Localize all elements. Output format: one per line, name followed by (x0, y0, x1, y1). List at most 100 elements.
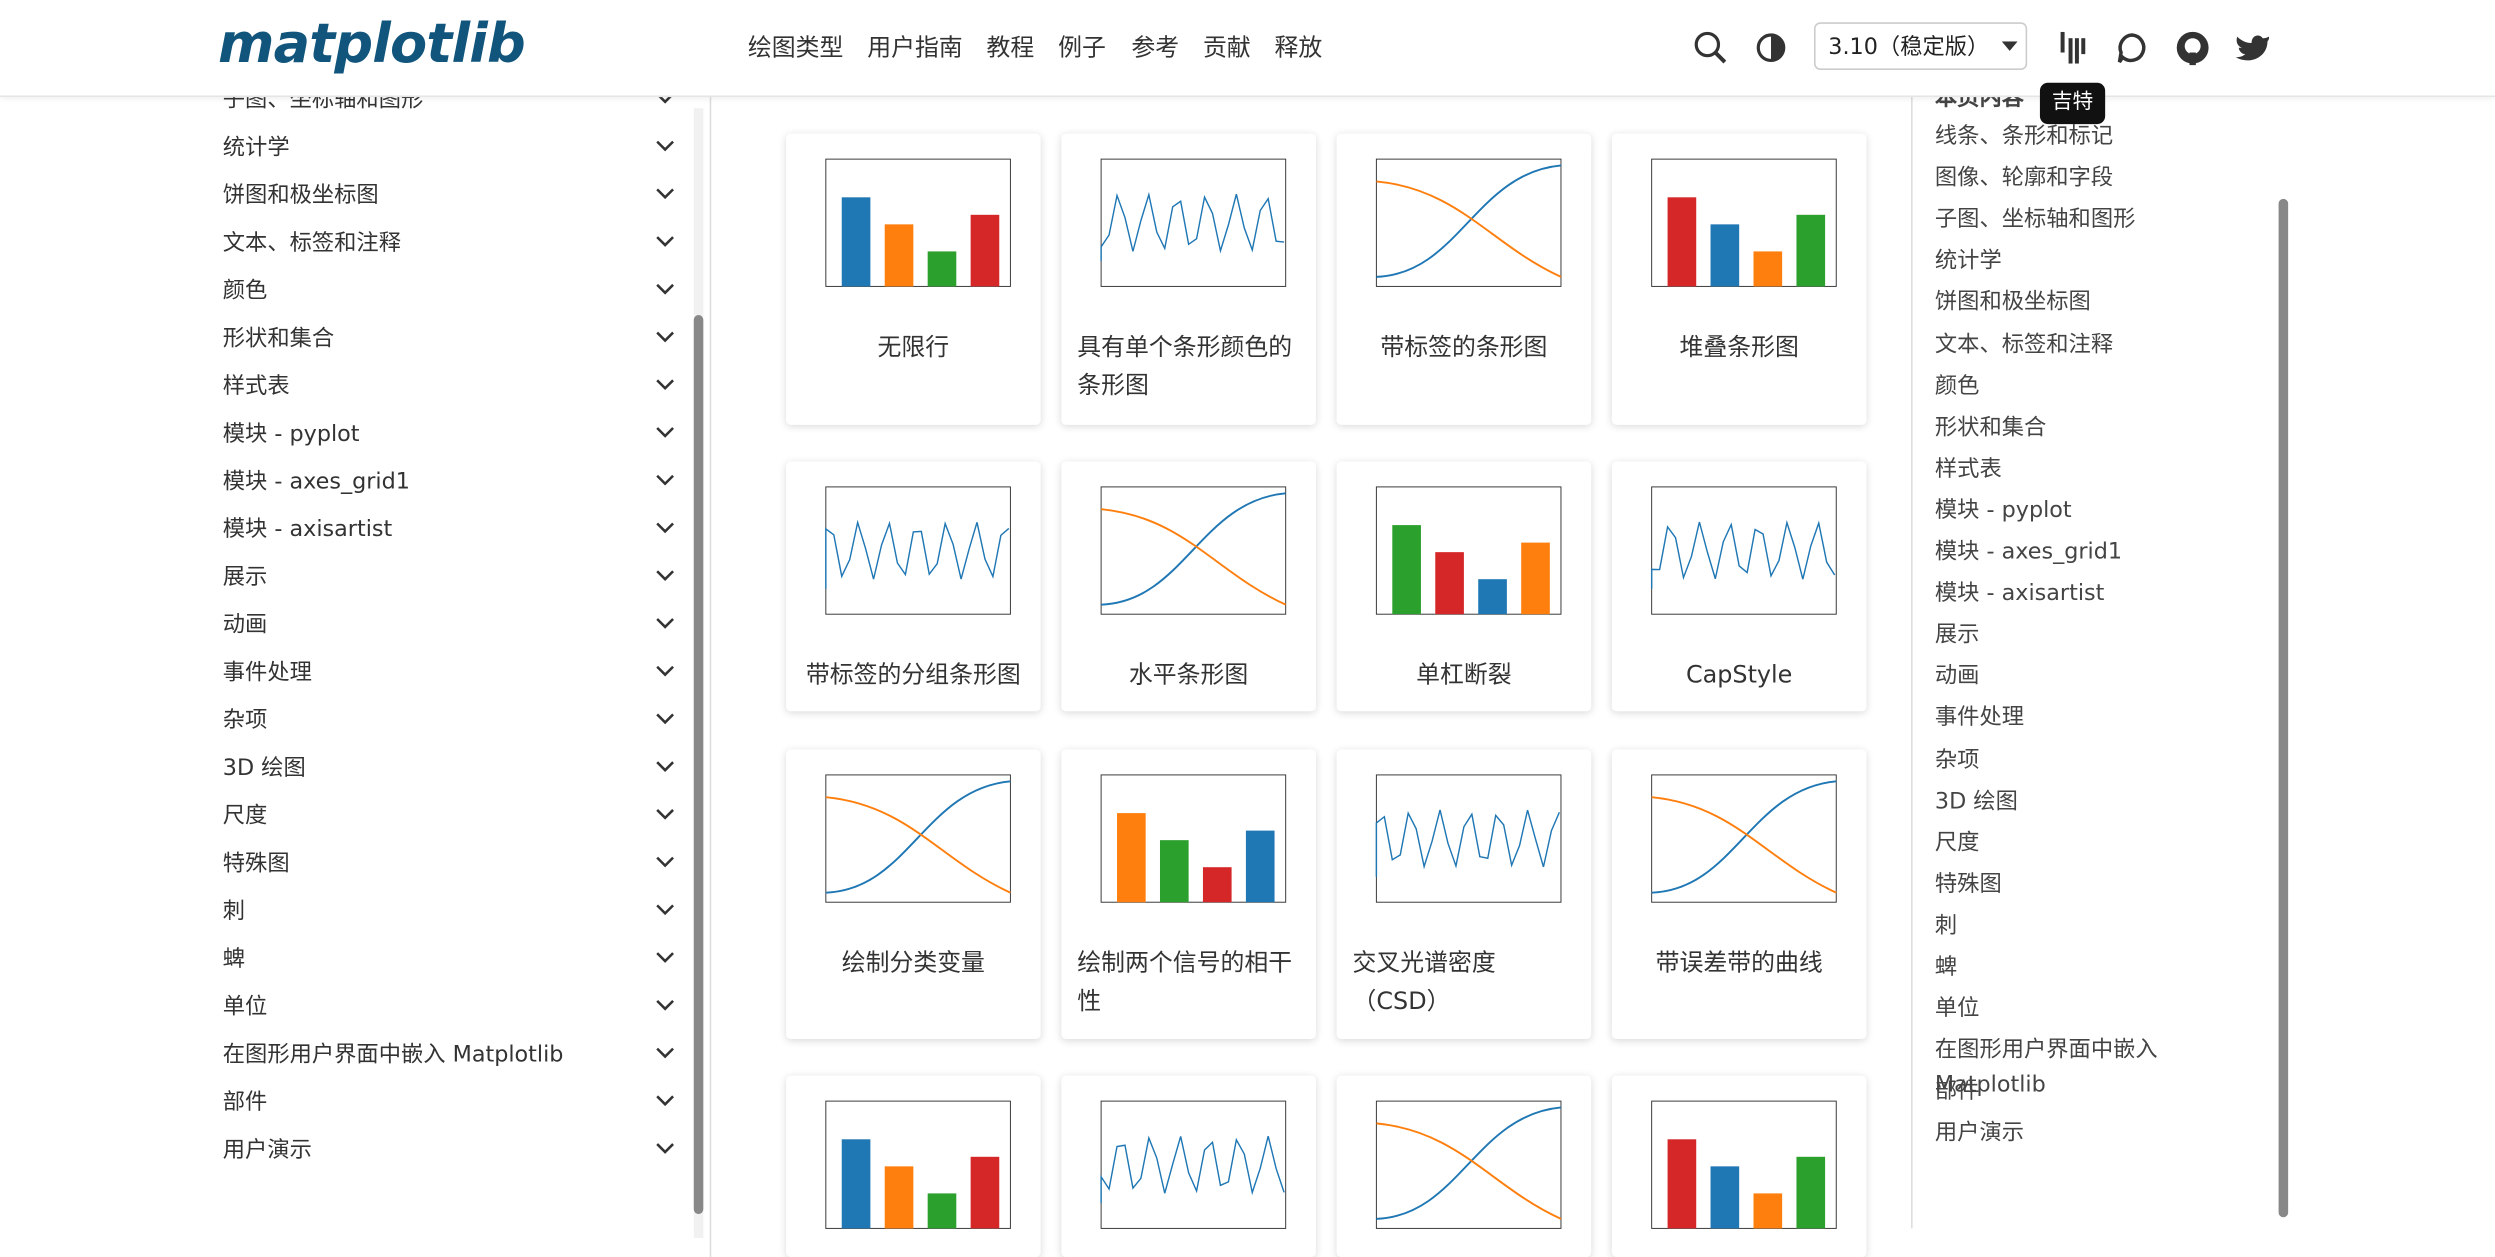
sidebar-link[interactable]: 统计学 (222, 135, 290, 161)
card-title[interactable]: CapStyle (1685, 660, 1793, 689)
sidebar-link[interactable]: 事件处理 (222, 660, 312, 686)
chevron[interactable] (656, 570, 675, 583)
toc-link[interactable]: 颜色 (1934, 373, 1980, 399)
chevron[interactable] (656, 904, 675, 917)
sidebar-link[interactable]: 形状和集合 (222, 326, 335, 352)
github-icon[interactable] (2175, 30, 2210, 66)
sidebar-link[interactable]: 模块 - axisartist (222, 517, 393, 543)
left-scrollbar[interactable] (693, 315, 704, 1215)
chevron[interactable] (656, 665, 675, 678)
gitter-icon[interactable] (2059, 31, 2088, 64)
sidebar-link[interactable]: 特殊图 (222, 851, 290, 877)
toc-link[interactable]: 统计学 (1934, 248, 2002, 275)
sidebar-link[interactable]: 颜色 (222, 278, 268, 304)
toc-scrollbar[interactable] (2278, 198, 2289, 1218)
card-title[interactable]: 堆叠条形图 (1679, 332, 1799, 362)
card-title[interactable]: 具有单个条形颜色的条形图 (1077, 332, 1293, 400)
toc-link[interactable]: 动画 (1934, 664, 1980, 690)
chevron[interactable] (656, 999, 675, 1012)
toc-link[interactable]: 展示 (1934, 622, 1980, 648)
chevron[interactable] (656, 617, 675, 630)
sidebar-link[interactable]: 文本、标签和注释 (222, 230, 401, 257)
nav-link[interactable]: 释放 (1274, 33, 1323, 63)
sidebar-link[interactable]: 杂项 (222, 708, 268, 734)
gallery-card[interactable]: 带标签的分组条形图 (786, 461, 1041, 712)
chevron[interactable] (656, 522, 675, 535)
chevron[interactable] (656, 188, 675, 201)
nav-link[interactable]: 参考 (1131, 33, 1180, 63)
gallery-card[interactable]: 带标签的条形图 (1336, 133, 1592, 425)
sidebar-link[interactable]: 用户演示 (222, 1137, 312, 1164)
chevron[interactable] (656, 331, 675, 344)
toc-link[interactable]: 在图形用户界面中嵌入 Matplotlib (1934, 1037, 2158, 1099)
toc-link[interactable]: 图像、轮廓和字段 (1934, 165, 2114, 192)
toc-link[interactable]: 饼图和极坐标图 (1934, 290, 2091, 316)
nav-link[interactable]: 用户指南 (867, 33, 963, 63)
chevron[interactable] (656, 1047, 675, 1060)
sidebar-link[interactable]: 尺度 (222, 803, 268, 830)
chevron[interactable] (656, 426, 675, 439)
gallery-card[interactable] (1611, 1075, 1867, 1257)
chevron[interactable] (656, 283, 675, 296)
card-title[interactable]: 水平条形图 (1128, 660, 1249, 689)
gallery-card[interactable]: 绘制两个信号的相干性 (1061, 749, 1316, 1040)
toc-link[interactable]: 文本、标签和注释 (1934, 331, 2114, 358)
toc-link[interactable]: 特殊图 (1934, 871, 2002, 898)
card-title[interactable]: 带误差带的曲线 (1655, 948, 1823, 977)
card-title[interactable]: 交叉光谱密度（CSD） (1352, 948, 1496, 1016)
twitter-icon[interactable] (2235, 32, 2271, 64)
gallery-card[interactable]: CapStyle (1611, 461, 1867, 712)
sidebar-link[interactable]: 模块 - axes_grid1 (222, 469, 410, 495)
chevron[interactable] (656, 713, 675, 726)
toc-link[interactable]: 线条、条形和标记 (1934, 124, 2114, 150)
card-title[interactable]: 绘制分类变量 (841, 948, 985, 977)
toc-link[interactable]: 形状和集合 (1934, 414, 2047, 441)
toc-link[interactable]: 子图、坐标轴和图形 (1934, 207, 2136, 233)
sidebar-link[interactable]: 在图形用户界面中嵌入 Matplotlib (222, 1042, 564, 1068)
toc-link[interactable]: 样式表 (1934, 456, 2002, 482)
gallery-card[interactable]: 带误差带的曲线 (1611, 749, 1867, 1040)
version-select[interactable]: 3.10（稳定版） (1813, 22, 2028, 71)
toc-link[interactable]: 事件处理 (1934, 705, 2025, 731)
toc-link[interactable]: 模块 - axes_grid1 (1934, 539, 2123, 565)
sidebar-link[interactable]: 样式表 (222, 373, 290, 400)
gallery-card[interactable]: 堆叠条形图 (1611, 133, 1867, 425)
chevron[interactable] (656, 140, 675, 153)
chevron[interactable] (656, 1142, 675, 1155)
toc-link[interactable]: 模块 - axisartist (1934, 580, 2105, 607)
chevron[interactable] (656, 474, 675, 487)
logo[interactable]: matplotlib (217, 12, 526, 77)
search-icon[interactable] (1693, 30, 1728, 65)
chevron[interactable] (656, 1095, 675, 1108)
nav-link[interactable]: 贡献 (1202, 33, 1251, 63)
sidebar-link[interactable]: 蜱 (222, 946, 246, 973)
gallery-card[interactable]: 绘制分类变量 (786, 749, 1041, 1040)
sidebar-link[interactable]: 刺 (222, 899, 246, 925)
gallery-card[interactable] (1336, 1075, 1592, 1257)
toc-link[interactable]: 尺度 (1934, 830, 1980, 856)
chevron[interactable] (656, 235, 675, 248)
sidebar-link[interactable]: 模块 - pyplot (222, 421, 360, 448)
gallery-card[interactable] (786, 1075, 1041, 1257)
gallery-card[interactable]: 单杠断裂 (1336, 461, 1592, 712)
sidebar-link[interactable]: 3D 绘图 (222, 755, 306, 782)
card-title[interactable]: 无限行 (877, 332, 950, 362)
sidebar-link[interactable]: 饼图和极坐标图 (222, 182, 379, 209)
toc-link[interactable]: 刺 (1934, 913, 1958, 939)
card-title[interactable]: 绘制两个信号的相干性 (1077, 948, 1293, 1016)
chevron[interactable] (656, 856, 675, 869)
gallery-card[interactable] (1061, 1075, 1316, 1257)
nav-link[interactable]: 教程 (986, 33, 1035, 63)
toc-link[interactable]: 杂项 (1934, 747, 1980, 773)
sidebar-link[interactable]: 部件 (222, 1089, 268, 1116)
discourse-icon[interactable] (2116, 32, 2148, 64)
toc-link[interactable]: 单位 (1934, 996, 1980, 1022)
sidebar-link[interactable]: 动画 (222, 612, 268, 639)
sidebar-link[interactable]: 单位 (222, 994, 268, 1020)
card-title[interactable]: 单杠断裂 (1416, 660, 1512, 689)
gallery-card[interactable]: 无限行 (786, 133, 1041, 425)
toc-link[interactable]: 用户演示 (1934, 1120, 2025, 1147)
gallery-card[interactable]: 交叉光谱密度（CSD） (1336, 749, 1592, 1040)
gallery-card[interactable]: 具有单个条形颜色的条形图 (1061, 133, 1316, 425)
chevron[interactable] (656, 808, 675, 821)
